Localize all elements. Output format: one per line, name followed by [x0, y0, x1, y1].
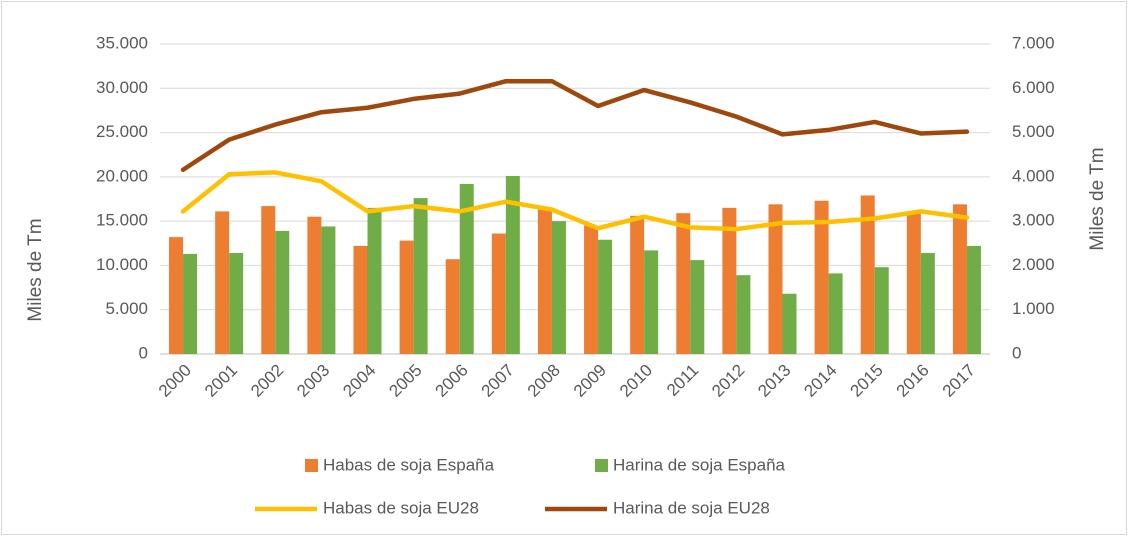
y2-tick-label: 6.000: [1012, 78, 1055, 97]
bar: [920, 253, 935, 354]
bar: [459, 183, 474, 354]
y-tick-label: 25.000: [96, 122, 148, 141]
bar: [828, 273, 843, 354]
y-tick-label: 35.000: [96, 33, 148, 52]
legend-label: Habas de soja España: [323, 455, 495, 474]
bar: [906, 212, 921, 354]
y2-tick-label: 2.000: [1012, 255, 1055, 274]
bar: [630, 215, 645, 354]
bar: [676, 213, 691, 354]
bar: [367, 207, 382, 354]
bar: [584, 225, 599, 354]
line: [180, 170, 970, 232]
y-tick-label: 0: [139, 343, 148, 362]
bar: [215, 211, 230, 354]
legend-swatch: [595, 459, 608, 472]
bar: [952, 204, 967, 354]
bar: [321, 226, 336, 354]
bar: [644, 250, 659, 354]
bar: [768, 204, 783, 354]
legend-label: Harina de soja EU28: [613, 498, 770, 517]
bar: [551, 221, 566, 354]
y2-tick-label: 7.000: [1012, 33, 1055, 52]
y-tick-label: 30.000: [96, 78, 148, 97]
bar: [261, 206, 276, 354]
legend-label: Harina de soja España: [613, 455, 786, 474]
y2-axis-label: Miles de Tm: [1087, 147, 1108, 250]
bar: [399, 240, 414, 354]
bar: [874, 267, 889, 354]
bar: [169, 237, 184, 354]
y2-tick-label: 3.000: [1012, 211, 1055, 230]
bar: [445, 259, 460, 354]
legend-label: Habas de soja EU28: [323, 498, 479, 517]
bar: [814, 200, 829, 354]
bar: [413, 198, 428, 354]
bar: [966, 245, 981, 354]
bar: [353, 245, 368, 354]
y-tick-label: 15.000: [96, 211, 148, 230]
bar: [722, 207, 737, 354]
bar: [505, 175, 520, 354]
y-axis-label: Miles de Tm: [25, 218, 46, 321]
bar: [229, 253, 244, 354]
bar: [307, 216, 322, 354]
y2-tick-label: 0: [1012, 343, 1021, 362]
y2-tick-label: 5.000: [1012, 122, 1055, 141]
bar: [736, 275, 751, 354]
bar: [183, 253, 198, 354]
bar: [782, 293, 797, 354]
bar: [491, 233, 506, 354]
legend-swatch: [305, 459, 318, 472]
y-tick-label: 5.000: [105, 299, 148, 318]
bar: [537, 209, 552, 354]
y-tick-label: 10.000: [96, 255, 148, 274]
bar: [690, 260, 705, 354]
y2-tick-label: 4.000: [1012, 166, 1055, 185]
y-tick-label: 20.000: [96, 166, 148, 185]
bar: [598, 239, 613, 354]
y2-tick-label: 1.000: [1012, 299, 1055, 318]
line: [180, 78, 970, 173]
bar: [860, 195, 875, 354]
bar: [275, 230, 290, 354]
